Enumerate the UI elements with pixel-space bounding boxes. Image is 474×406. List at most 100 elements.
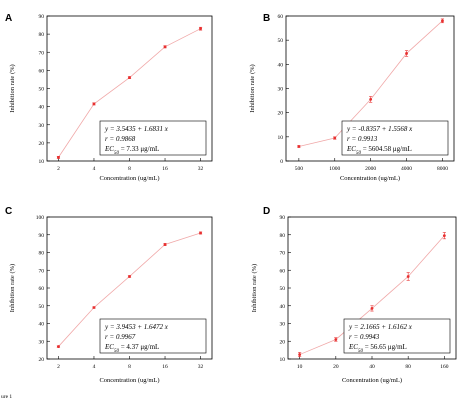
y-tick-label: 40 — [278, 62, 284, 68]
y-axis-title: Inhibition rate (%) — [251, 264, 258, 312]
ec50-value: EC50 = 56.65 μg/mL — [348, 343, 407, 354]
ec50-subscript: 50 — [358, 349, 364, 354]
x-tick-label: 40 — [369, 364, 375, 370]
y-axis-title: Inhibition rate (%) — [9, 264, 16, 312]
x-tick-label: 8 — [128, 166, 131, 172]
panel-label: C — [5, 206, 12, 217]
y-axis-title: Inhibition rate (%) — [9, 64, 16, 112]
ec50-subscript: 50 — [114, 151, 120, 156]
data-point — [92, 102, 96, 106]
ec50-number: = 7.33 μg/mL — [119, 145, 159, 153]
ec50-subscript: 50 — [114, 349, 120, 354]
chart-panel-a: A 10 20 30 40 50 60 70 80 90 2 4 8 16 32 Concentration … — [5, 13, 213, 182]
data-point — [442, 234, 446, 238]
chart-panel-d: D 10 20 30 40 50 60 70 80 90 10 20 40 80 160 Concentrat… — [251, 206, 457, 384]
correlation-coefficient: r = 0.9943 — [349, 333, 380, 341]
y-tick-label: 90 — [39, 14, 45, 20]
x-tick-label: 160 — [440, 364, 449, 370]
y-tick-label: 40 — [39, 322, 45, 328]
x-tick-label: 500 — [295, 166, 304, 172]
y-tick-label: 80 — [39, 32, 45, 38]
data-point — [57, 345, 60, 348]
data-point — [199, 231, 202, 235]
ec50-subscript: 50 — [356, 151, 362, 156]
y-tick-label: 30 — [280, 322, 286, 328]
x-tick-label: 8000 — [437, 166, 448, 172]
data-point — [92, 306, 96, 309]
x-tick-label: 2 — [57, 166, 60, 172]
correlation-coefficient: r = 0.9868 — [105, 135, 136, 143]
data-point — [163, 45, 167, 49]
y-tick-label: 20 — [278, 111, 284, 117]
data-point — [333, 136, 337, 140]
y-tick-label: 90 — [39, 233, 45, 239]
data-point — [128, 76, 131, 80]
y-tick-label: 20 — [280, 339, 286, 345]
data-point — [441, 19, 444, 23]
y-tick-label: 10 — [39, 159, 45, 165]
y-tick-label: 30 — [39, 123, 45, 129]
y-tick-label: 10 — [280, 357, 286, 363]
y-tick-label: 10 — [278, 135, 284, 141]
data-point — [297, 145, 301, 148]
y-axis-title: Inhibition rate (%) — [249, 64, 256, 112]
chart-panel-c: C 20 30 40 50 60 70 80 90 100 2 4 8 16 32 Concentration… — [5, 206, 213, 384]
y-tick-label: 70 — [39, 50, 45, 56]
y-tick-label: 60 — [280, 268, 286, 274]
x-tick-label: 2000 — [365, 166, 376, 172]
y-tick-label: 0 — [280, 159, 283, 165]
ec50-label: EC — [104, 145, 114, 153]
y-tick-label: 80 — [39, 251, 45, 257]
data-point — [163, 243, 167, 246]
x-tick-label: 1000 — [329, 166, 340, 172]
x-axis-title: Concentration (ug/mL) — [340, 175, 400, 182]
ec50-number: = 56.65 μg/mL — [363, 343, 407, 351]
y-tick-label: 40 — [39, 105, 45, 111]
data-point — [406, 275, 410, 278]
regression-equation: y = 2.1665 + 1.6162 x — [348, 323, 413, 331]
y-tick-label: 20 — [39, 357, 45, 363]
y-tick-label: 50 — [278, 38, 284, 44]
regression-equation: y = 3.5435 + 1.6831 x — [104, 125, 169, 133]
panel-label: B — [263, 13, 270, 24]
y-tick-label: 90 — [280, 215, 286, 221]
data-point — [369, 97, 373, 101]
x-tick-label: 8 — [128, 364, 131, 370]
equation-box — [99, 318, 207, 354]
x-tick-label: 32 — [198, 364, 204, 370]
x-tick-label: 20 — [333, 364, 339, 370]
y-tick-label: 60 — [278, 14, 284, 20]
y-tick-label: 40 — [280, 304, 286, 310]
x-axis-title: Concentration (ug/mL) — [342, 377, 402, 384]
y-tick-label: 50 — [39, 87, 45, 93]
ec50-number: = 4.37 μg/mL — [119, 343, 159, 351]
y-tick-label: 70 — [39, 268, 45, 274]
data-point — [199, 27, 202, 31]
x-tick-label: 4000 — [401, 166, 412, 172]
data-point — [405, 52, 408, 55]
ec50-label: EC — [346, 145, 356, 153]
x-tick-label: 10 — [297, 364, 303, 370]
equation-box — [99, 120, 207, 156]
x-axis-title: Concentration (ug/mL) — [99, 175, 159, 182]
y-tick-label: 60 — [39, 68, 45, 74]
equation-box — [341, 120, 449, 156]
x-tick-label: 2 — [57, 364, 60, 370]
x-tick-label: 4 — [93, 364, 96, 370]
ec50-label: EC — [104, 343, 114, 351]
data-point — [334, 338, 338, 341]
x-tick-label: 32 — [198, 166, 204, 172]
y-tick-label: 80 — [280, 233, 286, 239]
y-tick-label: 100 — [36, 215, 45, 221]
y-tick-label: 20 — [39, 141, 45, 147]
figure-caption-fragment: ure 1 — [1, 394, 12, 400]
y-tick-label: 50 — [280, 286, 286, 292]
y-tick-label: 70 — [280, 251, 286, 257]
data-point — [128, 275, 131, 278]
x-tick-label: 16 — [162, 364, 168, 370]
ec50-value: EC50 = 7.33 μg/mL — [104, 145, 159, 156]
y-tick-label: 50 — [39, 304, 45, 310]
ec50-value: EC50 = 4.37 μg/mL — [104, 343, 159, 354]
